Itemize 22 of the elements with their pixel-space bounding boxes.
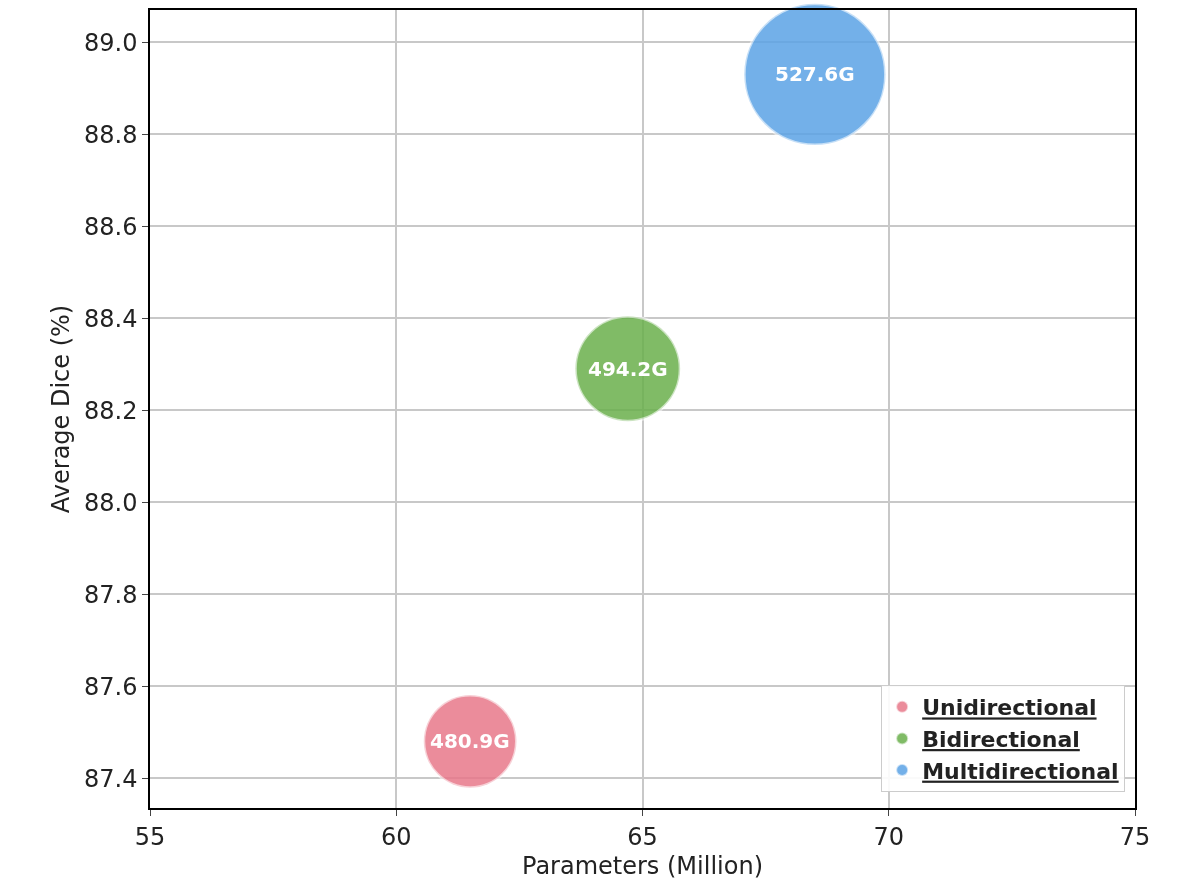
annotation: 480.9G (430, 729, 510, 753)
x-tick-label: 60 (380, 822, 412, 851)
y-tick-label: 88.0 (84, 488, 138, 517)
y-tick-label: 88.4 (84, 304, 138, 333)
x-axis-title: Parameters (Million) (522, 852, 763, 881)
y-axis-title: Average Dice (%) (46, 304, 75, 514)
legend-label: Bidirectional (922, 727, 1080, 753)
y-tick-label: 87.4 (84, 764, 138, 793)
x-tick-label: 65 (627, 822, 658, 851)
y-tick-label: 87.8 (84, 580, 138, 609)
x-tick-label: 55 (134, 822, 166, 851)
annotation: 494.2G (588, 357, 668, 381)
legend-label: Multidirectional (922, 758, 1119, 784)
y-tick-label: 89.0 (84, 28, 138, 57)
y-tick-label: 88.2 (84, 396, 138, 425)
y-tick-label: 87.6 (84, 672, 138, 701)
annotation: 527.6G (775, 62, 855, 86)
y-tick-label: 88.8 (84, 120, 138, 149)
x-tick-label: 70 (873, 822, 905, 851)
y-tick-label: 88.6 (84, 212, 138, 241)
x-tick-label: 75 (1119, 822, 1151, 851)
legend-label: Unidirectional (922, 695, 1097, 721)
